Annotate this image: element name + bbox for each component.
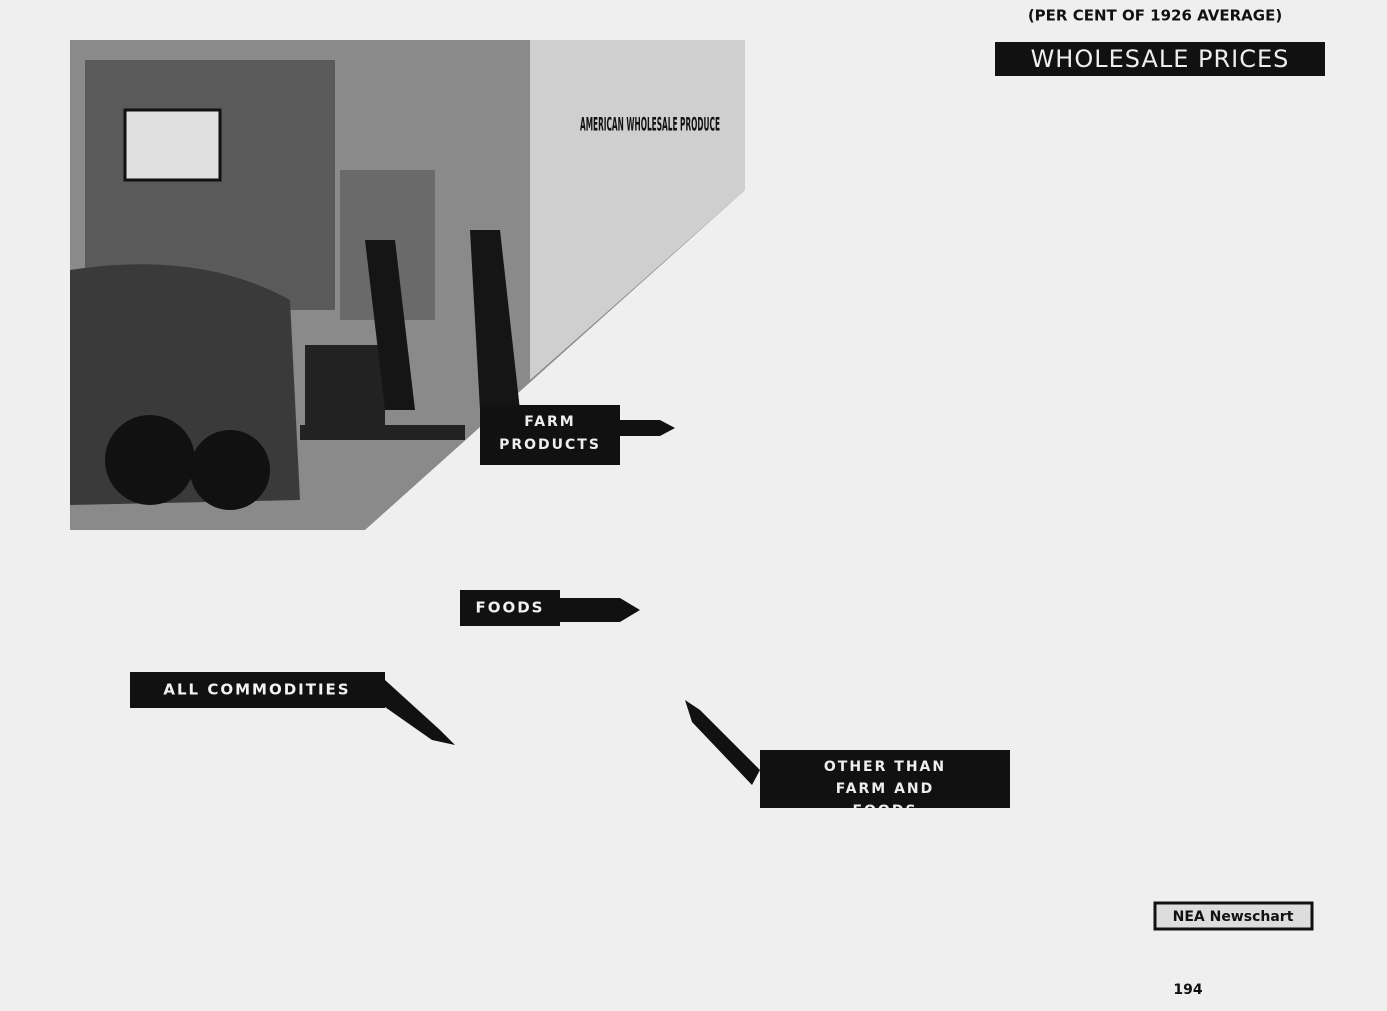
crate — [305, 345, 385, 425]
chart-title: WHOLESALE PRICES — [1031, 45, 1290, 73]
panel-year: 194 — [1173, 982, 1202, 998]
chart: (PER CENT OF 1926 AVERAGE) WHOLESALE PRI… — [0, 0, 1387, 1011]
dock — [300, 425, 465, 440]
callout-text: ALL COMMODITIES — [163, 681, 350, 699]
annotation: AMERICAN WHOLESALE PRODUCE — [580, 114, 720, 136]
wheel — [105, 415, 195, 505]
chart-subtitle: (PER CENT OF 1926 AVERAGE) — [1028, 7, 1282, 25]
wheel — [190, 430, 270, 510]
store-sign — [125, 110, 220, 180]
callout-text: FARM PRODUCTS — [480, 405, 620, 457]
credit: NEA Newschart — [1173, 909, 1294, 925]
callout-text: FOODS — [475, 599, 544, 617]
callout-wrap: FARM PRODUCTS — [480, 405, 620, 465]
callout-wrap: OTHER THAN FARM AND FOODS — [760, 750, 1010, 808]
callout-text: OTHER THAN FARM AND FOODS — [760, 750, 1010, 808]
